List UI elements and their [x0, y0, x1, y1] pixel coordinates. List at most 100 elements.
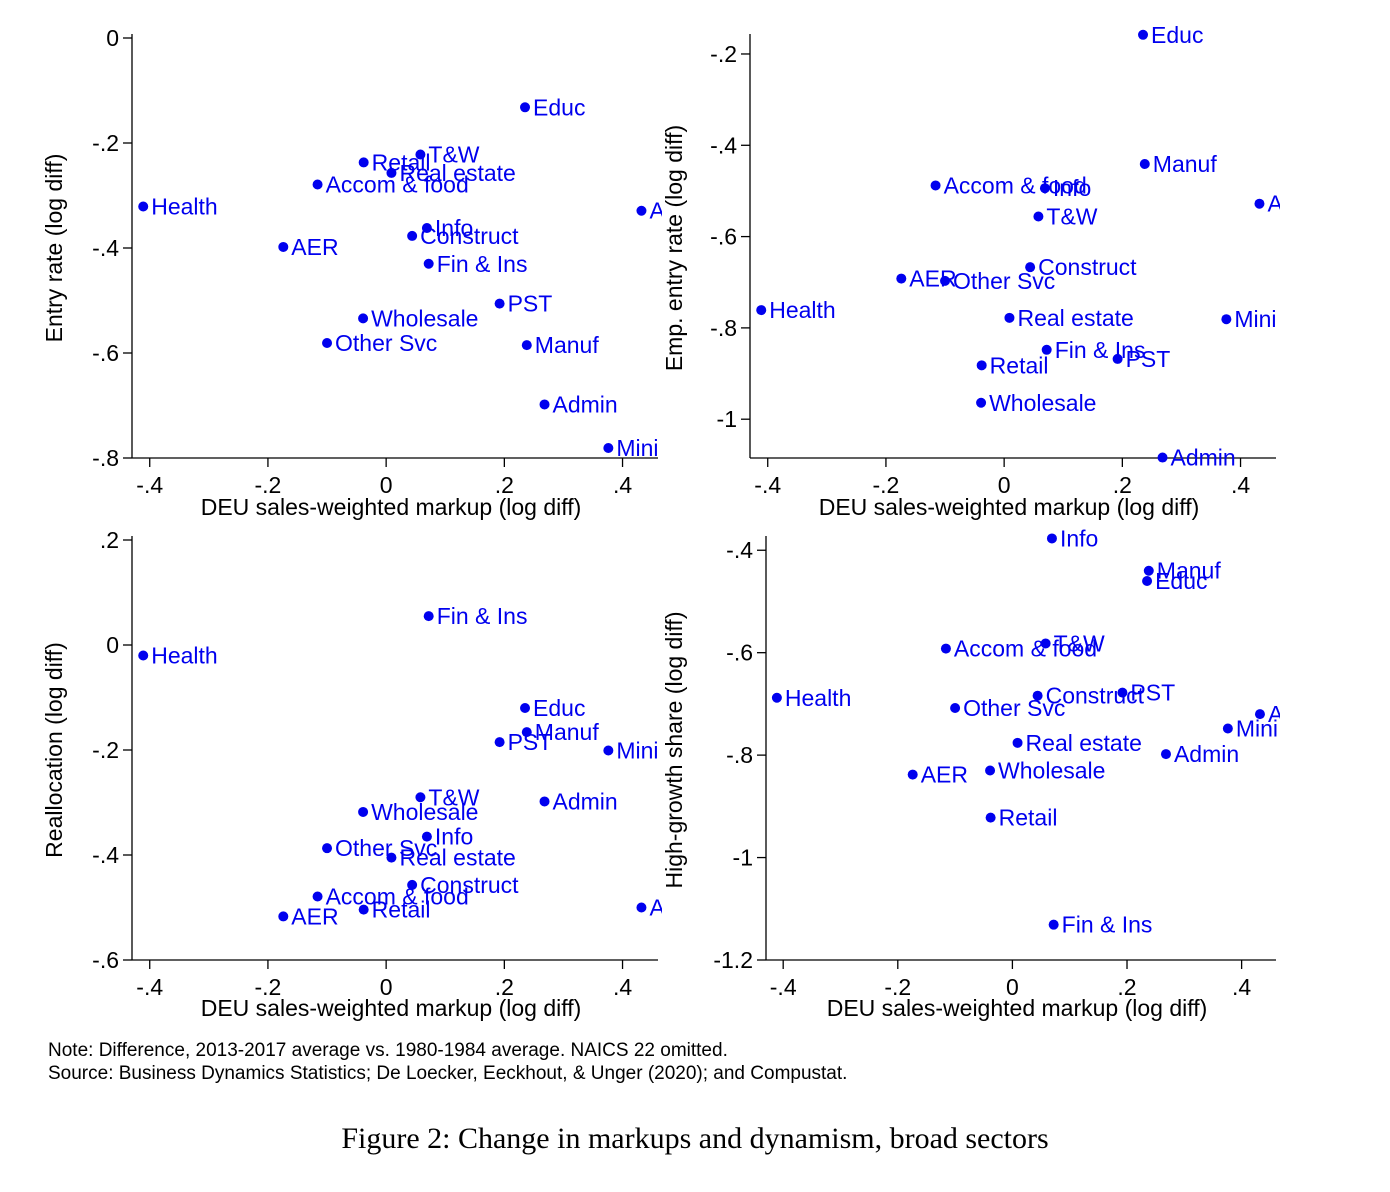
scatter-point [1221, 314, 1232, 325]
point-label: Admin [1171, 445, 1236, 471]
y-tick-label: -.6 [92, 947, 119, 973]
point-label: Info [1060, 525, 1098, 551]
y-tick-label: -1.2 [713, 947, 753, 973]
scatter-point [138, 650, 149, 661]
scatter-panel-top-left: 0 -.2 -.4 -.6 -.8 -.4 -.2 0 .2 .4 DEU sales-weight… [41, 25, 662, 520]
y-axis-title: Emp. entry rate (log diff) [661, 125, 687, 371]
y-axis-title: Entry rate (log diff) [41, 154, 67, 343]
x-tick-label: -.4 [770, 974, 797, 1000]
x-tick-label: 0 [998, 472, 1011, 498]
scatter-point [976, 360, 987, 371]
x-axis-title: DEU sales-weighted markup (log diff) [201, 995, 582, 1021]
point-label: Health [151, 194, 217, 220]
point-label: Construct [1046, 683, 1145, 709]
scatter-point [940, 643, 951, 654]
x-tick-label: 0 [380, 974, 393, 1000]
scatter-point [415, 149, 426, 160]
scatter-point [539, 399, 550, 410]
scatter-point [358, 806, 369, 817]
scatter-point [1039, 183, 1050, 194]
point-label: Educ [533, 695, 585, 721]
scatter-point [358, 157, 369, 168]
point-label: Admin [553, 788, 618, 814]
scatter-point [539, 796, 550, 807]
scatter-point [771, 692, 782, 703]
point-label: Health [785, 685, 851, 711]
scatter-point [985, 765, 996, 776]
x-tick-label: -.2 [884, 974, 911, 1000]
scatter-point [1032, 690, 1043, 701]
scatter-point [1112, 353, 1123, 364]
scatter-point [1160, 749, 1171, 760]
scatter-point [907, 769, 918, 780]
x-tick-label: -.4 [754, 472, 781, 498]
scatter-point [603, 745, 614, 756]
y-tick-label: -1 [733, 845, 753, 871]
x-axis-title: DEU sales-weighted markup (log diff) [201, 494, 582, 520]
scatter-point [1048, 919, 1059, 930]
scatter-point [636, 902, 647, 913]
point-label: Mini [616, 435, 658, 461]
scatter-point [636, 205, 647, 216]
point-label: Real estate [1017, 305, 1133, 331]
scatter-point [976, 397, 987, 408]
scatter-point [1139, 159, 1150, 169]
scatter-point [930, 180, 941, 191]
y-tick-label: .2 [100, 527, 119, 553]
point-label: Ag [1268, 701, 1296, 727]
scatter-point [421, 223, 432, 234]
point-label: Wholesale [998, 757, 1105, 783]
y-tick-label: -.2 [710, 41, 737, 67]
y-tick-label: -.8 [92, 445, 119, 471]
scatter-point [386, 852, 397, 863]
x-tick-label: -.2 [873, 472, 900, 498]
x-tick-label: 0 [1006, 974, 1019, 1000]
point-label: Wholesale [989, 390, 1096, 416]
point-label: Construct [420, 872, 519, 898]
point-label: Accom & food [954, 636, 1097, 662]
scatter-point [950, 703, 961, 713]
scatter-point [423, 258, 434, 269]
x-tick-label: -.2 [255, 974, 282, 1000]
scatter-point [358, 904, 369, 915]
y-axis-title: Reallocation (log diff) [41, 642, 67, 858]
point-label: Accom & food [944, 172, 1087, 198]
y-tick-label: -.4 [726, 537, 753, 563]
point-label: Educ [1155, 568, 1207, 594]
point-label: AER [291, 234, 338, 260]
point-label: A [649, 895, 665, 921]
scatter-panel-bottom-left: .2 0 -.2 -.4 -.6 -.4 -.2 0 .2 .4 DEU sales-weighte… [41, 527, 665, 1021]
scatter-point [415, 792, 426, 803]
point-label: Real estate [399, 160, 515, 186]
x-tick-label: .2 [1117, 974, 1136, 1000]
y-tick-label: -.6 [726, 640, 753, 666]
scatter-point [1025, 262, 1036, 273]
scatter-point [1117, 687, 1128, 698]
y-tick-label: -.4 [92, 842, 119, 868]
scatter-point [138, 201, 149, 212]
point-label: PST [508, 291, 553, 317]
scatter-point [407, 879, 418, 890]
point-label: Fin & Ins [1055, 337, 1146, 363]
point-label: Other Svc [335, 835, 437, 861]
y-tick-label: -.2 [92, 737, 119, 763]
x-tick-label: .4 [1231, 472, 1250, 498]
scatter-point [386, 167, 397, 178]
scatter-point [421, 831, 432, 842]
scatter-point [1254, 709, 1265, 720]
y-tick-label: -.2 [92, 130, 119, 156]
scatter-point [1040, 638, 1051, 649]
x-axis-title: DEU sales-weighted markup (log diff) [819, 494, 1200, 520]
scatter-point [1143, 565, 1154, 576]
scatter-point [322, 338, 333, 349]
x-tick-label: .4 [613, 974, 632, 1000]
point-label: T&W [1046, 204, 1097, 230]
y-tick-label: -.4 [92, 235, 119, 261]
point-label: Mini [1236, 715, 1278, 741]
point-label: Manuf [1157, 558, 1222, 584]
x-tick-label: -.4 [136, 974, 163, 1000]
